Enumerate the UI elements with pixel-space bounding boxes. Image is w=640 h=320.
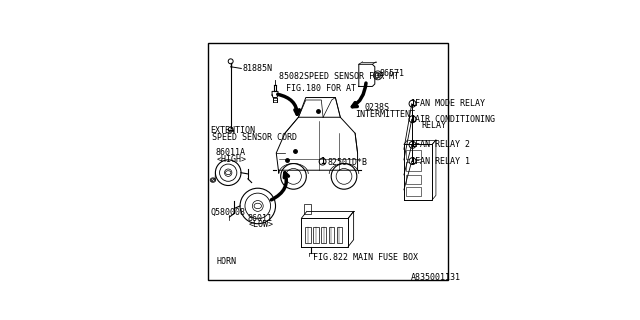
Text: SPEED SENSOR CORD: SPEED SENSOR CORD — [212, 133, 297, 142]
Circle shape — [409, 141, 416, 148]
Text: <LOW>: <LOW> — [249, 220, 274, 229]
Bar — [304, 204, 311, 214]
Text: FAN RELAY 1: FAN RELAY 1 — [415, 156, 470, 166]
Text: 82501D*B: 82501D*B — [328, 158, 368, 167]
Text: 86011A: 86011A — [215, 148, 245, 157]
Circle shape — [228, 59, 233, 64]
Text: FAN RELAY 2: FAN RELAY 2 — [415, 140, 470, 149]
Text: Q580008: Q580008 — [210, 208, 245, 217]
Text: 1: 1 — [410, 156, 415, 166]
Text: FIG.180 FOR AT: FIG.180 FOR AT — [286, 84, 356, 93]
Text: 1: 1 — [320, 157, 325, 166]
Text: 1: 1 — [410, 99, 415, 108]
Circle shape — [409, 116, 416, 123]
Text: 85082SPEED SENSOR FOR MT: 85082SPEED SENSOR FOR MT — [279, 72, 399, 81]
Bar — [337, 227, 342, 243]
Text: INTERMITTENT: INTERMITTENT — [356, 110, 415, 119]
Text: 0238S: 0238S — [365, 103, 390, 112]
Bar — [305, 227, 311, 243]
Text: FIG.822 MAIN FUSE BOX: FIG.822 MAIN FUSE BOX — [313, 253, 418, 262]
Circle shape — [228, 127, 233, 132]
Bar — [406, 150, 422, 159]
Text: <HIGH>: <HIGH> — [216, 155, 246, 164]
Text: AIR CONDITIONING: AIR CONDITIONING — [415, 115, 495, 124]
Circle shape — [409, 158, 416, 164]
Text: EXTENTION: EXTENTION — [210, 126, 255, 135]
Bar — [406, 187, 422, 196]
Circle shape — [409, 100, 416, 107]
Text: RELAY: RELAY — [421, 121, 446, 130]
Bar — [321, 227, 326, 243]
Bar — [406, 174, 422, 184]
Text: 86011: 86011 — [248, 214, 273, 223]
Text: HORN: HORN — [216, 257, 237, 266]
Text: FAN MODE RELAY: FAN MODE RELAY — [415, 99, 486, 108]
Bar — [313, 227, 319, 243]
Bar — [406, 162, 422, 172]
Text: 1: 1 — [410, 140, 415, 149]
Text: 81885N: 81885N — [243, 64, 273, 73]
Text: 1: 1 — [410, 115, 415, 124]
Circle shape — [319, 158, 326, 165]
Bar — [329, 227, 334, 243]
Text: A835001131: A835001131 — [412, 273, 461, 283]
Text: 86571: 86571 — [380, 69, 404, 78]
